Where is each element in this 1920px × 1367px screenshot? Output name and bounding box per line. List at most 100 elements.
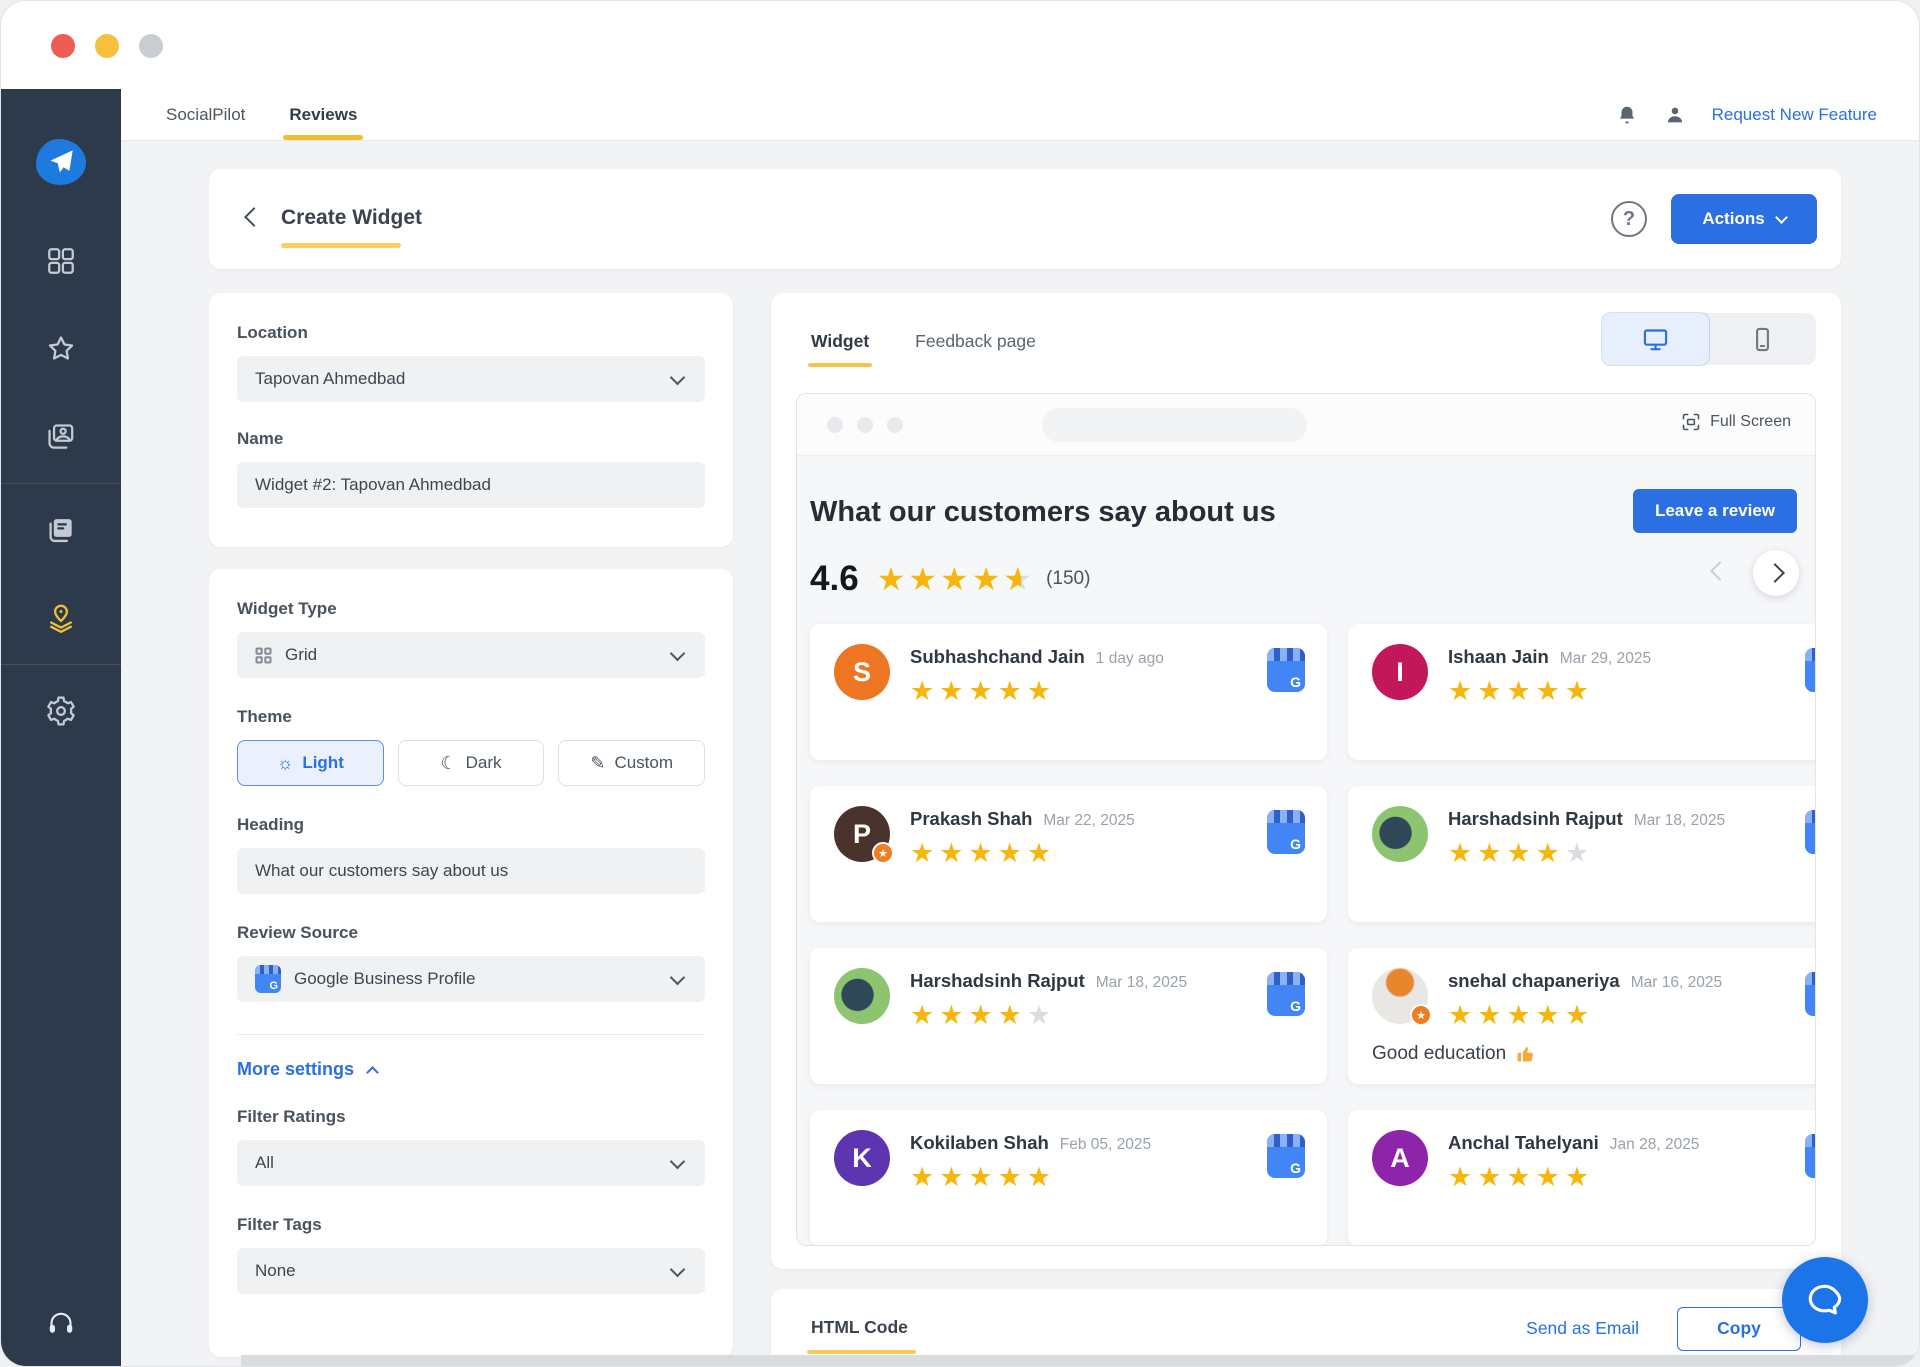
reviewer-name: Ishaan Jain	[1448, 646, 1549, 667]
top-navigation: SocialPilot Reviews Request New Feature	[121, 89, 1919, 141]
more-settings-link[interactable]: More settings	[237, 1059, 705, 1080]
reviewer-avatar: S	[834, 644, 890, 700]
moon-icon: ☾	[440, 753, 457, 773]
widget-type-select[interactable]: Grid	[237, 632, 705, 678]
review-date: 1 day ago	[1095, 650, 1164, 667]
filter-tags-select[interactable]: None	[237, 1248, 705, 1294]
tab-widget[interactable]: Widget	[807, 331, 873, 367]
sidebar-item-media[interactable]	[1, 393, 121, 481]
theme-light-button[interactable]: ☼ Light	[237, 740, 384, 786]
leave-a-review-button[interactable]: Leave a review	[1632, 489, 1797, 533]
location-label: Location	[237, 323, 308, 342]
review-source-label: Review Source	[237, 923, 358, 942]
star-icon: ★	[1535, 676, 1560, 706]
notification-bell-icon[interactable]	[1616, 104, 1638, 126]
previous-reviews-arrow[interactable]	[1710, 561, 1730, 581]
tab-reviews[interactable]: Reviews	[283, 89, 364, 140]
monitor-icon	[1643, 328, 1668, 350]
theme-custom-button[interactable]: ✎ Custom	[558, 740, 706, 786]
star-icon: ★	[1564, 1000, 1590, 1030]
send-as-email-link[interactable]: Send as Email	[1526, 1318, 1639, 1338]
browser-mock-header: Full Screen	[797, 394, 1815, 456]
review-source-select[interactable]: Google Business Profile	[237, 956, 705, 1002]
divider	[237, 1034, 705, 1035]
theme-label: Theme	[237, 707, 292, 726]
widget-settings-form-card: Widget Type Grid Theme ☼ Light ☾ Dark ✎ …	[209, 569, 733, 1357]
reviews-grid: S Subhashchand Jain 1 day ago ★ ★ ★ ★ ★ G I Ishaan…	[810, 624, 1815, 1245]
copy-button[interactable]: Copy	[1677, 1306, 1801, 1351]
sidebar-item-posts[interactable]	[1, 486, 121, 574]
aggregate-star-rating: ★★★★★★	[877, 563, 1032, 595]
widget-heading: What our customers say about us	[810, 496, 1276, 528]
review-star-rating: ★ ★ ★ ★ ★	[1448, 1002, 1722, 1029]
google-business-icon: G	[1805, 810, 1815, 854]
sidebar-item-settings[interactable]	[1, 667, 121, 755]
desktop-preview-button[interactable]	[1602, 313, 1709, 365]
star-icon: ★	[1506, 1000, 1531, 1030]
filter-tags-label: Filter Tags	[237, 1215, 322, 1234]
star-icon: ★	[1026, 676, 1052, 706]
star-icon: ★	[997, 676, 1022, 706]
close-window-button[interactable]	[51, 34, 75, 58]
user-profile-icon[interactable]	[1664, 104, 1686, 126]
theme-dark-button[interactable]: ☾ Dark	[397, 740, 545, 786]
theme-options: ☼ Light ☾ Dark ✎ Custom	[237, 740, 706, 786]
minimize-window-button[interactable]	[95, 34, 119, 58]
name-input[interactable]: Widget #2: Tapovan Ahmedbad	[237, 462, 705, 508]
sidebar-item-support[interactable]	[1, 1308, 121, 1338]
reviewer-avatar: P ★	[834, 806, 894, 864]
reviewer-avatar: I	[1372, 644, 1428, 700]
mobile-preview-button[interactable]	[1709, 313, 1816, 365]
tab-socialpilot[interactable]: SocialPilot	[166, 104, 246, 124]
title-underline	[281, 243, 401, 248]
star-icon: ★	[1477, 676, 1502, 706]
tab-feedback-page[interactable]: Feedback page	[915, 331, 1036, 351]
fullscreen-icon	[1682, 413, 1700, 431]
review-date: Mar 22, 2025	[1043, 812, 1135, 829]
back-arrow-icon[interactable]	[244, 207, 264, 227]
zoom-window-button[interactable]	[139, 34, 163, 58]
actions-button[interactable]: Actions	[1671, 194, 1817, 244]
reviewer-name: Kokilaben Shah	[910, 1132, 1049, 1153]
filter-ratings-select[interactable]: All	[237, 1140, 705, 1186]
review-star-rating: ★ ★ ★ ★ ★	[1448, 1164, 1699, 1191]
help-icon[interactable]: ?	[1611, 201, 1647, 237]
browser-address-bar	[1042, 408, 1307, 442]
star-icon: ★	[1026, 838, 1052, 868]
sidebar-item-dashboard[interactable]	[1, 217, 121, 305]
star-icon: ★	[1535, 1162, 1560, 1192]
html-code-tab[interactable]: HTML Code	[807, 1317, 916, 1354]
posts-icon	[49, 519, 72, 543]
star-icon: ★	[908, 561, 938, 597]
google-business-icon: G	[1805, 1134, 1815, 1178]
next-reviews-arrow[interactable]	[1753, 550, 1799, 596]
widget-basic-form-card: Location Tapovan Ahmedbad Name Widget #2…	[209, 293, 733, 547]
favorites-star-icon	[48, 336, 74, 360]
full-screen-button[interactable]: Full Screen	[1681, 412, 1791, 432]
chat-widget-button[interactable]	[1782, 1257, 1868, 1343]
review-card: P ★ Prakash Shah Mar 22, 2025 ★ ★ ★ ★ ★ G	[810, 786, 1327, 922]
location-select[interactable]: Tapovan Ahmedbad	[237, 356, 705, 402]
sidebar-divider	[1, 483, 121, 484]
dashboard-icon	[48, 248, 74, 274]
chevron-up-icon	[366, 1065, 379, 1079]
browser-dot	[827, 417, 843, 433]
sidebar-item-socialpilot-logo[interactable]	[1, 107, 121, 217]
google-business-icon: G	[1267, 648, 1305, 692]
sidebar	[1, 89, 121, 1366]
page-header-card: Create Widget ? Actions	[209, 169, 1841, 269]
star-icon: ★	[1564, 1162, 1590, 1192]
browser-dot	[887, 417, 903, 433]
sidebar-item-star[interactable]	[1, 305, 121, 393]
star-icon: ★	[997, 1162, 1022, 1192]
review-star-rating: ★ ★ ★ ★ ★	[1448, 678, 1651, 705]
media-library-icon	[48, 424, 74, 449]
request-new-feature-link[interactable]: Request New Feature	[1711, 104, 1877, 124]
sidebar-item-reviews-location[interactable]	[1, 574, 121, 662]
headset-support-icon	[49, 1312, 73, 1333]
star-icon: ★	[1564, 838, 1590, 868]
heading-input[interactable]: What our customers say about us	[237, 848, 705, 894]
reviewer-name: snehal chapaneriya	[1448, 970, 1620, 991]
